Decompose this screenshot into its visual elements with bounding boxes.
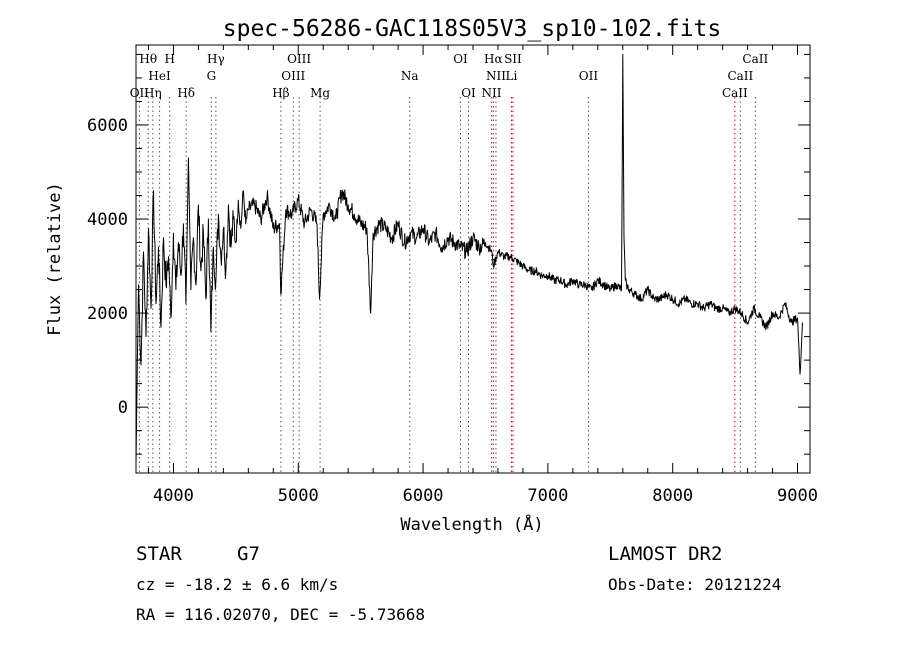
line-label-3: OIII bbox=[287, 52, 311, 66]
x-tick-label-1: 5000 bbox=[278, 486, 319, 506]
line-label-11: Na bbox=[401, 69, 419, 83]
spectrum-line bbox=[135, 53, 803, 464]
y-tick-label-3: 6000 bbox=[87, 116, 128, 136]
survey-name: LAMOST DR2 bbox=[608, 543, 722, 565]
line-label-19: Hβ bbox=[272, 86, 289, 100]
object-class: STAR bbox=[136, 543, 182, 565]
line-label-15: CaII bbox=[727, 69, 753, 83]
line-label-1: H bbox=[164, 52, 174, 66]
line-label-0: Hθ bbox=[139, 52, 157, 66]
y-axis-ticks: 0 2000 4000 6000 bbox=[87, 53, 810, 455]
line-label-23: CaII bbox=[722, 86, 748, 100]
object-subclass: G7 bbox=[237, 543, 260, 565]
y-tick-label-0: 0 bbox=[118, 398, 128, 418]
coordinates: RA = 116.02070, DEC = -5.73668 bbox=[136, 605, 425, 624]
line-label-13: Li bbox=[506, 69, 518, 83]
x-tick-label-3: 7000 bbox=[527, 486, 568, 506]
line-label-10: OIII bbox=[281, 69, 305, 83]
y-axis-label: Flux (relative) bbox=[45, 182, 65, 336]
y-tick-label-1: 2000 bbox=[87, 304, 128, 324]
line-label-9: G bbox=[207, 69, 217, 83]
line-label-20: Mg bbox=[310, 86, 330, 100]
line-label-16: OII bbox=[130, 86, 150, 100]
line-label-12: NII bbox=[486, 69, 506, 83]
line-label-4: OI bbox=[453, 52, 468, 66]
x-tick-label-5: 9000 bbox=[777, 486, 818, 506]
x-tick-label-2: 6000 bbox=[403, 486, 444, 506]
line-label-14: OII bbox=[579, 69, 599, 83]
line-label-2: Hγ bbox=[207, 52, 225, 66]
x-axis-ticks: 4000 5000 6000 7000 8000 9000 bbox=[147, 45, 818, 506]
plot-frame bbox=[135, 44, 811, 474]
observation-date: Obs-Date: 20121224 bbox=[608, 575, 781, 594]
line-label-8: HeI bbox=[148, 69, 171, 83]
line-label-18: Hδ bbox=[177, 86, 195, 100]
y-tick-label-2: 4000 bbox=[87, 210, 128, 230]
x-axis-label: Wavelength (Å) bbox=[400, 513, 543, 535]
x-tick-label-0: 4000 bbox=[153, 486, 194, 506]
line-label-17: Hη bbox=[144, 86, 162, 100]
line-label-21: OI bbox=[461, 86, 476, 100]
redshift-cz: cz = -18.2 ± 6.6 km/s bbox=[136, 575, 338, 594]
line-label-22: NII bbox=[481, 86, 501, 100]
spectrum-series bbox=[135, 53, 803, 464]
line-label-5: Hα bbox=[484, 52, 503, 66]
line-label-7: CaII bbox=[742, 52, 768, 66]
chart-title: spec-56286-GAC118S05V3_sp10-102.fits bbox=[223, 16, 722, 42]
line-label-6: SII bbox=[504, 52, 522, 66]
emission-line-markers bbox=[138, 97, 756, 473]
x-tick-label-4: 8000 bbox=[652, 486, 693, 506]
